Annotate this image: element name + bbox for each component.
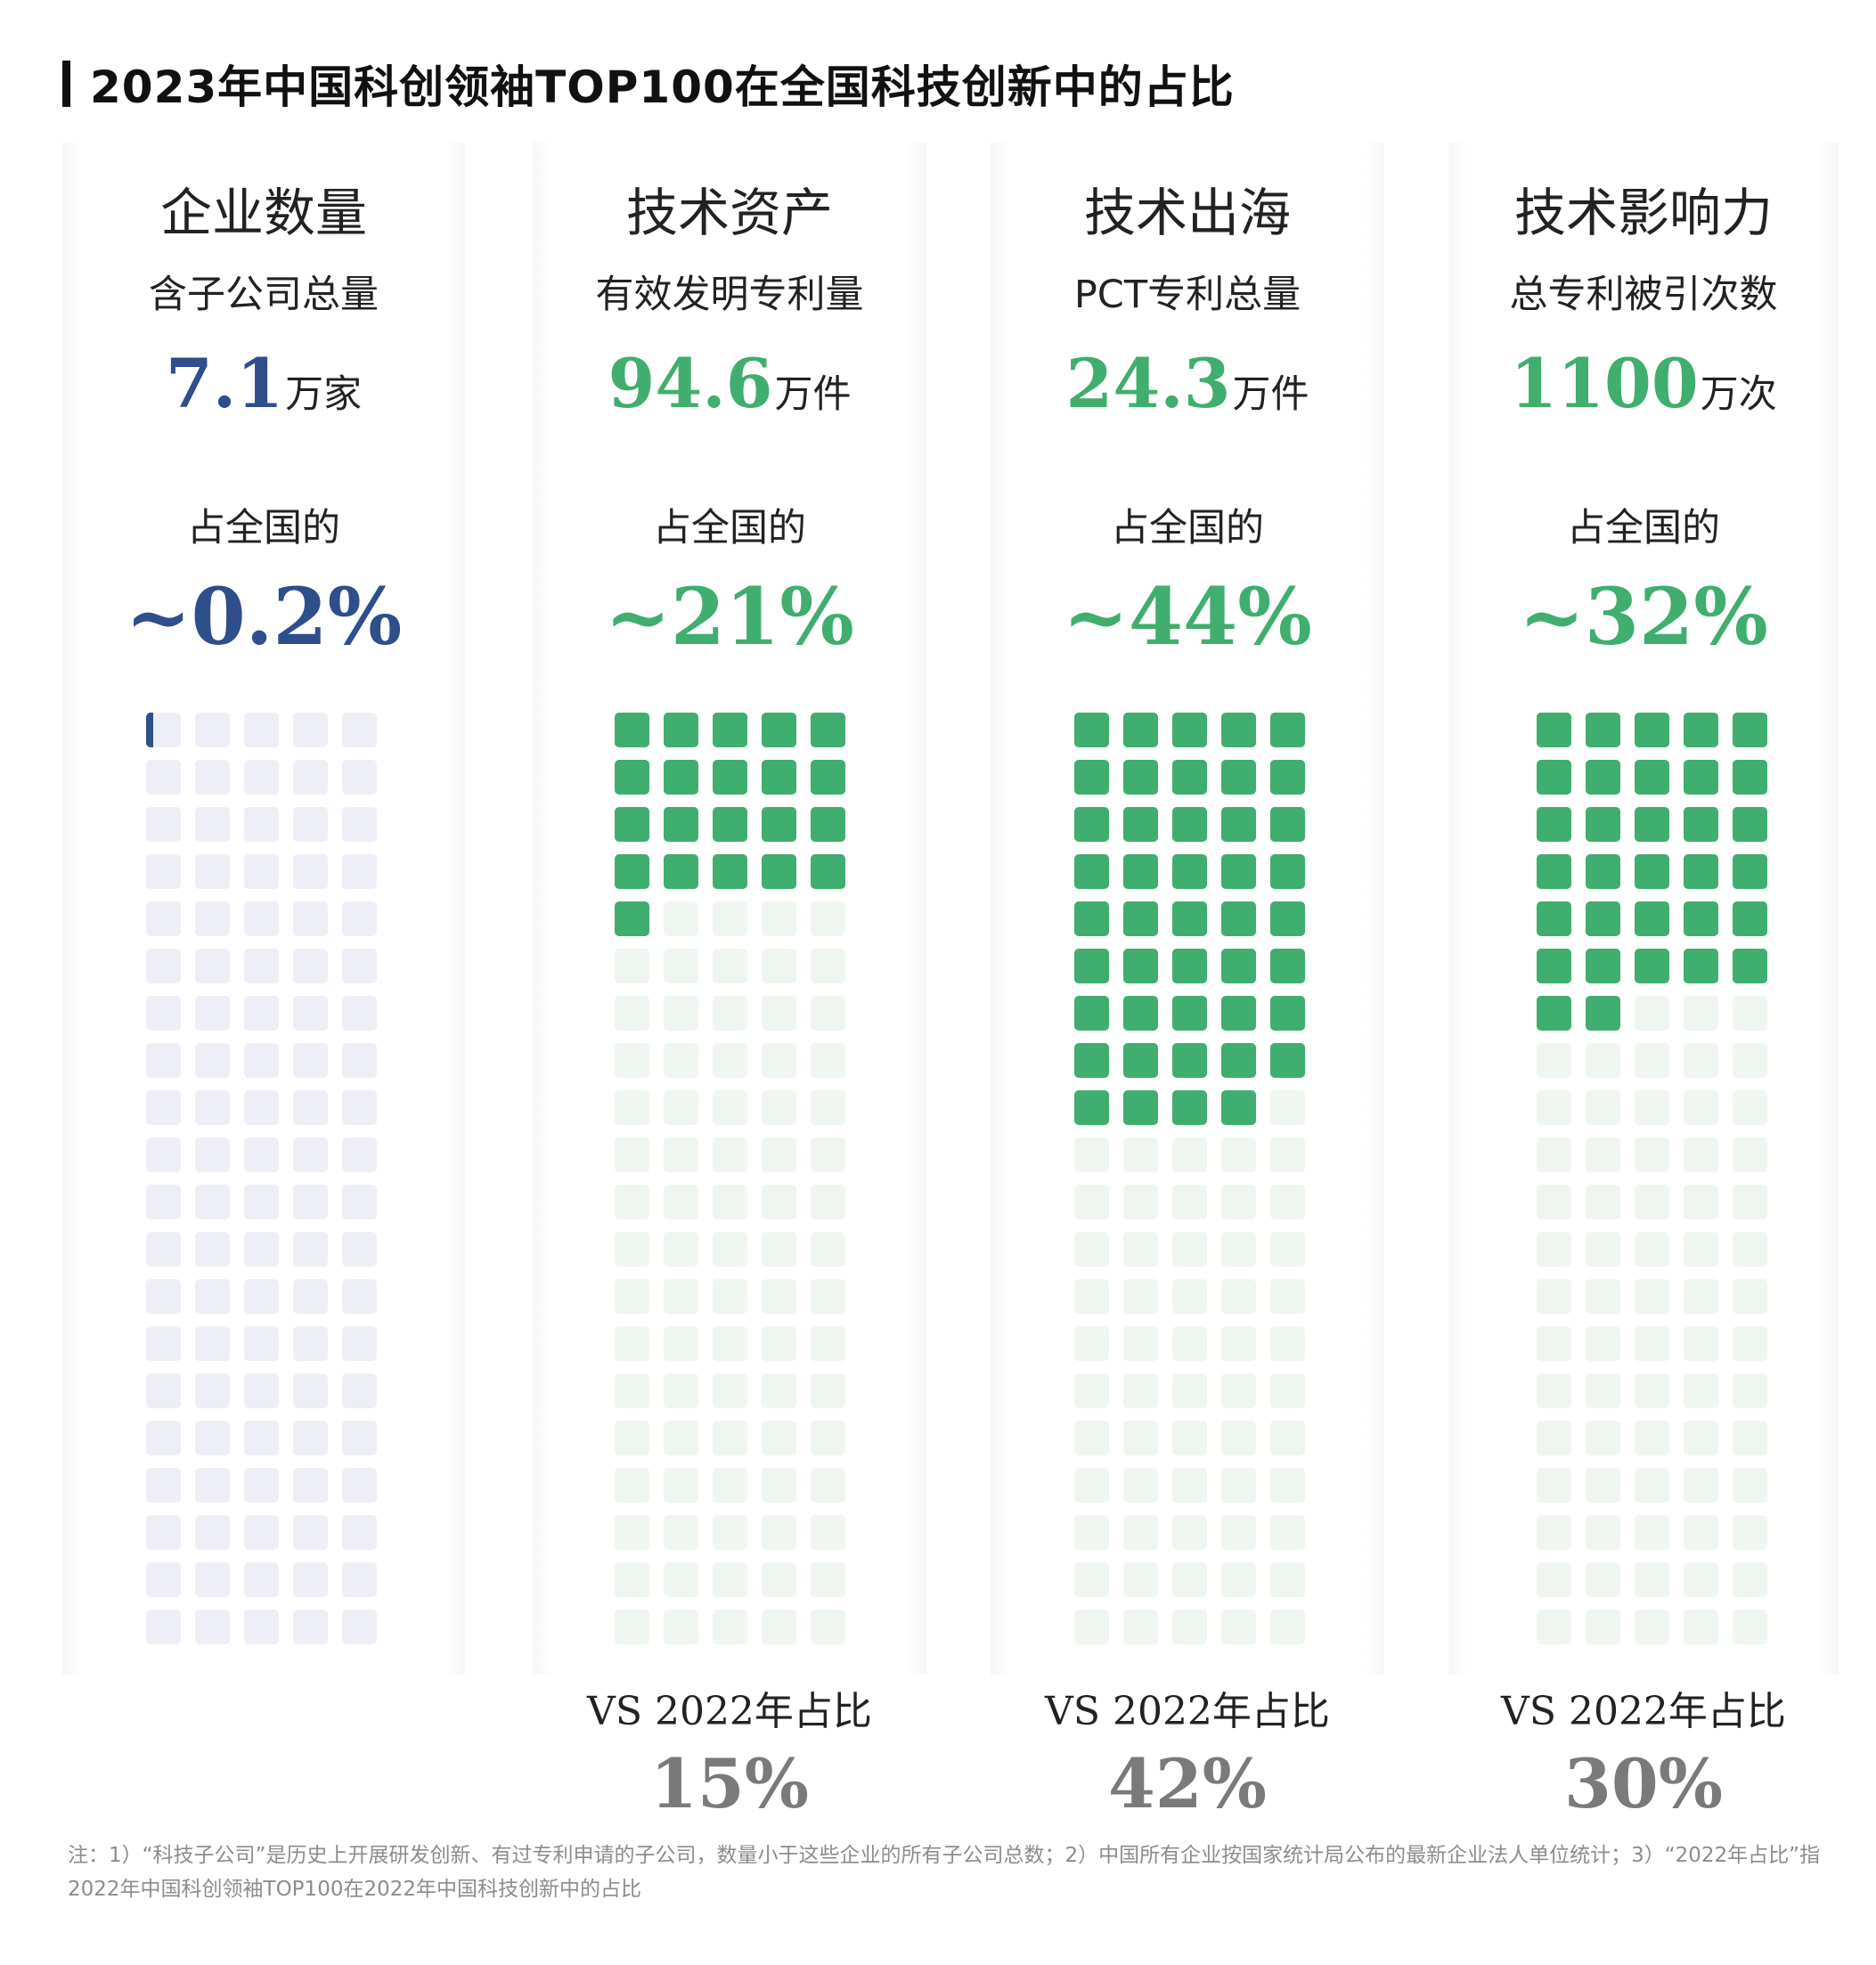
column-subtitle: 含子公司总量 [149,273,379,317]
vs-value: 42% [1108,1744,1267,1823]
footnote: 注：1）“科技子公司”是历史上开展研发创新、有过专利申请的子公司，数量小于这些企… [68,1844,1821,1901]
column-value: 94.6万件 [533,344,926,423]
column-heading: 技术资产 [625,183,833,243]
chart-title: 2023年中国科创领袖TOP100在全国科技创新中的占比 [62,57,1235,113]
value-unit: 万件 [1232,372,1309,417]
title-text: 2023年中国科创领袖TOP100在全国科技创新中的占比 [90,61,1235,113]
value-unit: 万家 [285,372,363,417]
share-label: 占全国的 [187,506,340,550]
share-percent: ~32% [1519,570,1768,663]
column-heading: 技术出海 [1083,183,1291,243]
column-enterprise-count: 企业数量 含子公司总量 7.1万家 占全国的 ~0.2% [62,0,465,1965]
column-heading: 企业数量 [159,183,367,243]
value-unit: 万次 [1700,372,1777,417]
column-value: 7.1万家 [62,344,465,423]
value-number: 24.3 [1065,344,1231,423]
vs-label: VS 2022年占比 [1045,1689,1330,1734]
share-label: 占全国的 [653,506,806,550]
share-percent: ~44% [1063,570,1312,663]
column-tech-overseas: 技术出海 PCT专利总量 24.3万件 占全国的 ~44% VS 2022年占比… [991,0,1384,1965]
column-subtitle: 有效发明专利量 [595,273,864,317]
vs-value: 15% [650,1744,809,1823]
share-label: 占全国的 [1111,506,1264,550]
title-accent-bar [62,61,70,107]
column-tech-influence: 技术影响力 总专利被引次数 1100万次 占全国的 ~32% VS 2022年占… [1448,0,1839,1965]
column-heading: 技术影响力 [1513,183,1773,243]
column-tech-assets: 技术资产 有效发明专利量 94.6万件 占全国的 ~21% VS 2022年占比… [533,0,926,1965]
vs-value: 30% [1564,1744,1723,1823]
value-number: 94.6 [608,344,773,423]
share-percent: ~0.2% [125,570,403,663]
value-number: 7.1 [165,344,284,423]
column-subtitle: PCT专利总量 [1073,273,1301,317]
value-unit: 万件 [774,372,852,417]
value-number: 1100 [1510,344,1699,423]
share-label: 占全国的 [1567,506,1720,550]
share-percent: ~21% [605,570,854,663]
vs-label: VS 2022年占比 [1501,1689,1786,1734]
column-value: 1100万次 [1448,344,1839,423]
column-value: 24.3万件 [991,344,1384,423]
column-subtitle: 总专利被引次数 [1509,273,1778,317]
vs-label: VS 2022年占比 [587,1689,872,1734]
